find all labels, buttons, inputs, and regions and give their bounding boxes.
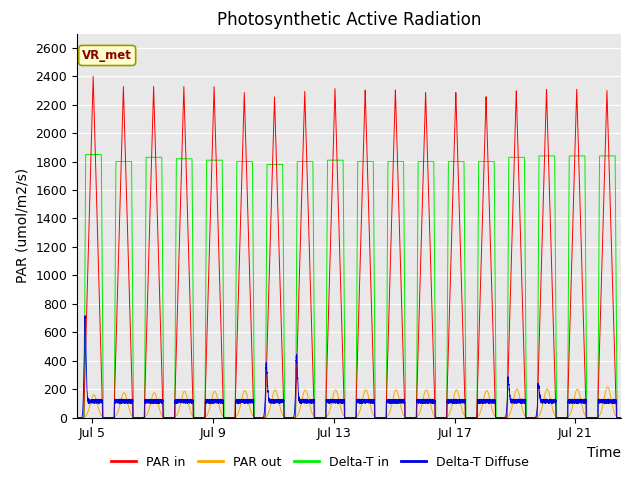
Y-axis label: PAR (umol/m2/s): PAR (umol/m2/s) bbox=[15, 168, 29, 283]
X-axis label: Time: Time bbox=[587, 446, 621, 460]
Title: Photosynthetic Active Radiation: Photosynthetic Active Radiation bbox=[216, 11, 481, 29]
Text: VR_met: VR_met bbox=[82, 49, 132, 62]
Legend: PAR in, PAR out, Delta-T in, Delta-T Diffuse: PAR in, PAR out, Delta-T in, Delta-T Dif… bbox=[106, 451, 534, 474]
